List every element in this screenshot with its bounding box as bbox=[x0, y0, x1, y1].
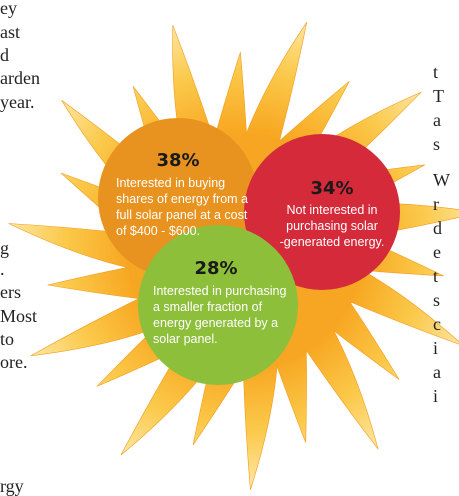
circle-text: Not interested in bbox=[286, 203, 377, 217]
circle-text: full solar panel at a cost bbox=[116, 208, 248, 222]
right-text-fragment: c bbox=[433, 314, 441, 334]
right-text-fragment: t bbox=[433, 266, 438, 286]
infographic: eyastdardenyear.g.ersMosttoore.rgytTasWr… bbox=[0, 0, 459, 496]
left-text-fragment: g bbox=[0, 238, 9, 258]
left-text-fragment: ore. bbox=[0, 352, 27, 372]
percent-label: 38% bbox=[156, 150, 199, 171]
circle-text: energy generated by a bbox=[153, 316, 278, 330]
circle-text: -generated energy. bbox=[280, 235, 385, 249]
right-text-fragment: s bbox=[433, 290, 440, 310]
left-text-fragment: ey bbox=[0, 0, 17, 18]
right-text-fragment: d bbox=[433, 218, 442, 238]
right-text-fragment: a bbox=[433, 110, 441, 130]
percent-label: 34% bbox=[310, 178, 353, 199]
left-text-fragment: year. bbox=[0, 92, 34, 112]
circle-text: a smaller fraction of bbox=[153, 300, 263, 314]
right-text-fragment: t bbox=[433, 62, 438, 82]
circle-text: Interested in purchasing bbox=[153, 284, 286, 298]
right-text-fragment: i bbox=[433, 338, 438, 358]
left-text-fragment: ast bbox=[0, 22, 20, 42]
left-text-fragment: Most bbox=[0, 306, 37, 326]
circle-text: shares of energy from a bbox=[116, 192, 248, 206]
left-text-fragment: to bbox=[0, 329, 14, 349]
right-text-fragment: r bbox=[433, 194, 439, 214]
circle-text: purchasing solar bbox=[286, 219, 378, 233]
right-text-fragment: e bbox=[433, 242, 441, 262]
left-text-fragment: ers bbox=[0, 282, 21, 302]
right-text-fragment: W bbox=[433, 170, 450, 190]
left-text-fragment: d bbox=[0, 45, 9, 65]
right-text-fragment: i bbox=[433, 386, 438, 406]
percent-label: 28% bbox=[194, 258, 237, 279]
left-text-fragment: . bbox=[0, 259, 5, 279]
circle-text: Interested in buying bbox=[116, 176, 225, 190]
right-text-fragment: T bbox=[433, 86, 444, 106]
circle-text: solar panel. bbox=[153, 332, 218, 346]
right-text-fragment: a bbox=[433, 362, 441, 382]
left-text-fragment: arden bbox=[0, 68, 40, 88]
right-text-fragment: s bbox=[433, 134, 440, 154]
left-text-fragment: rgy bbox=[0, 476, 24, 496]
circle-text: of $400 - $600. bbox=[116, 224, 200, 238]
